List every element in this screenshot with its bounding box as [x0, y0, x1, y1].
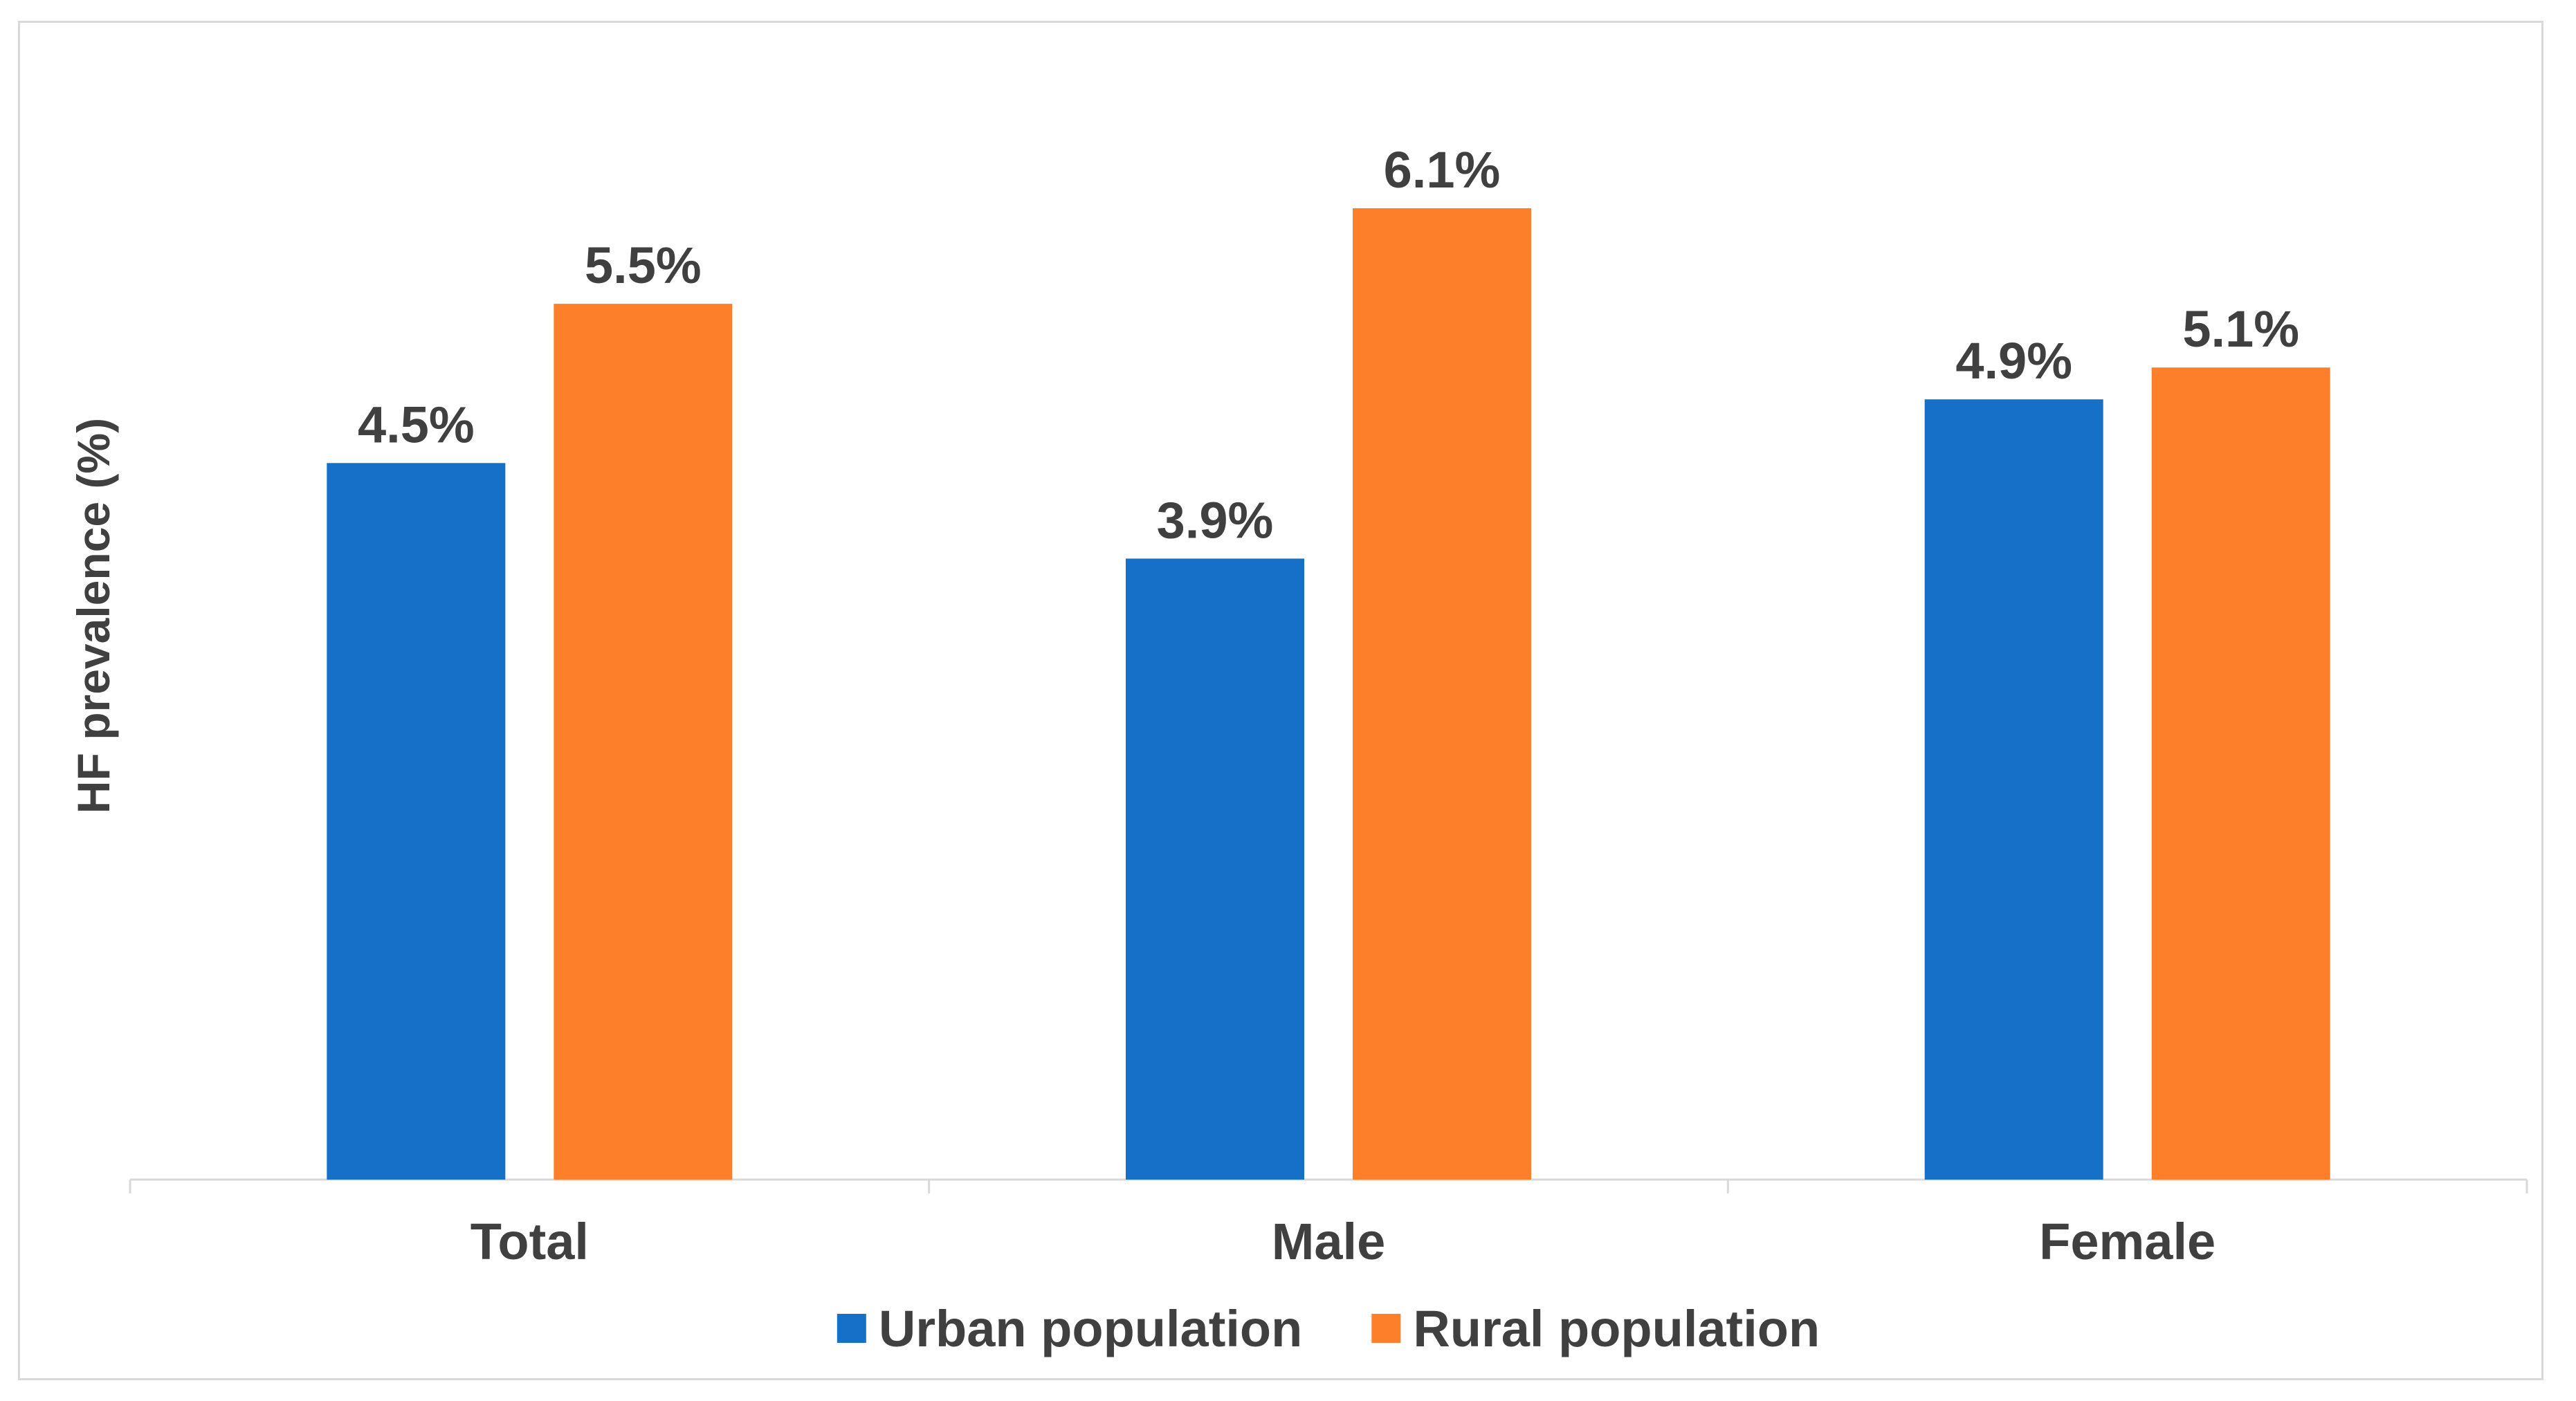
bar-urban-population-male	[1126, 558, 1304, 1180]
data-label-rural-population-total: 5.5%	[585, 237, 702, 294]
legend-swatch-rural-population	[1371, 1314, 1401, 1343]
bar-rural-population-male	[1353, 208, 1531, 1180]
legend-label-urban-population: Urban population	[879, 1300, 1303, 1357]
data-labels: 4.5% 5.5% 3.9% 6.1% 4.9% 5.1%	[358, 141, 2299, 549]
x-tick-label-male: Male	[1272, 1213, 1386, 1270]
legend: Urban population Rural population	[837, 1300, 1820, 1357]
y-axis-label: HF prevalence (%)	[68, 418, 119, 814]
x-tick-labels: Total Male Female	[471, 1213, 2216, 1270]
bar-rural-population-female	[2151, 367, 2330, 1180]
bars	[327, 208, 2330, 1180]
data-label-rural-population-male: 6.1%	[1384, 141, 1501, 199]
x-tick-label-female: Female	[2039, 1213, 2216, 1270]
axes	[129, 1178, 2528, 1193]
data-label-urban-population-female: 4.9%	[1955, 332, 2072, 390]
data-label-urban-population-male: 3.9%	[1157, 491, 1274, 549]
data-label-urban-population-total: 4.5%	[358, 396, 475, 453]
x-tick-label-total: Total	[471, 1213, 589, 1270]
bar-urban-population-total	[327, 463, 506, 1180]
bar-urban-population-female	[1924, 399, 2103, 1180]
legend-label-rural-population: Rural population	[1413, 1300, 1820, 1357]
data-label-rural-population-female: 5.1%	[2182, 300, 2299, 358]
bar-rural-population-total	[554, 304, 733, 1180]
legend-swatch-urban-population	[837, 1314, 866, 1343]
